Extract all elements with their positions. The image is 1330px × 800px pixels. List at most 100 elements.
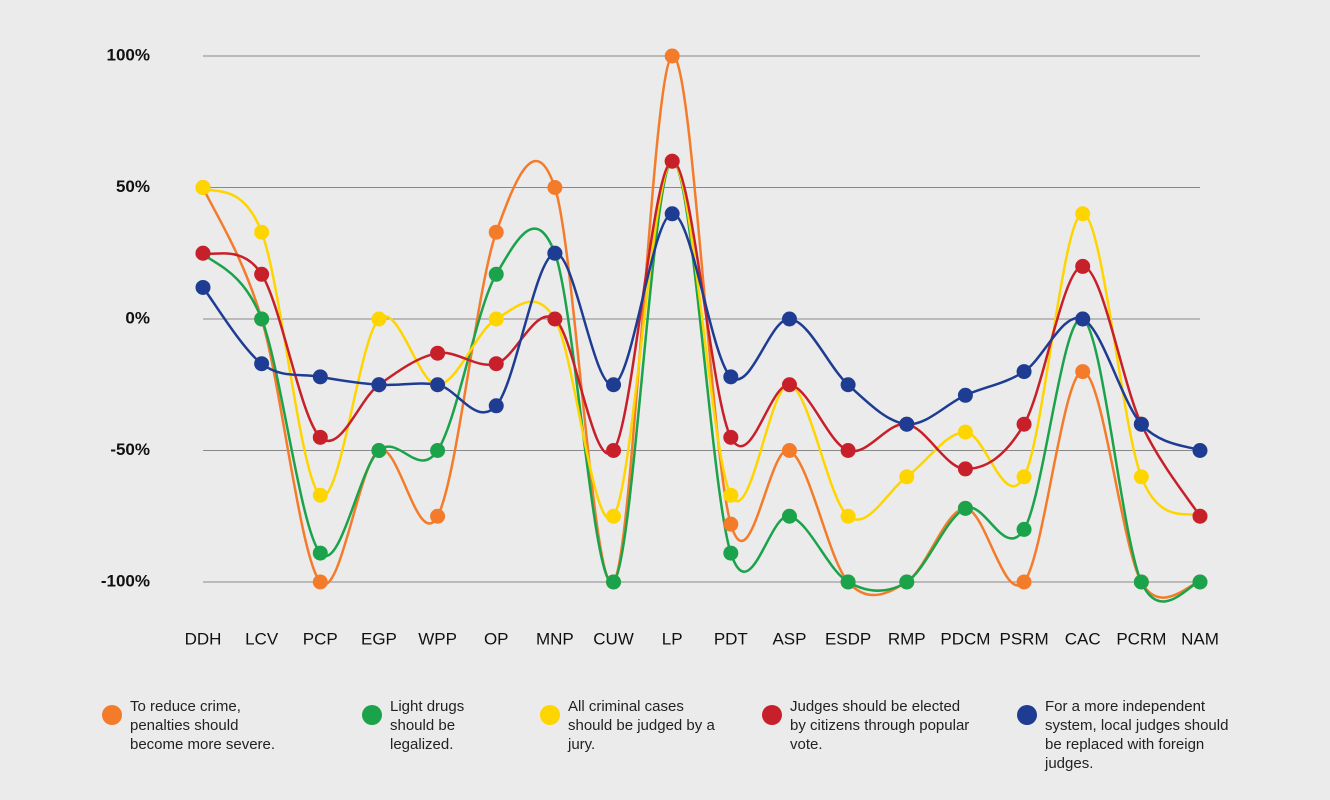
data-point xyxy=(1075,311,1091,327)
legend-item: Light drugs should be legalized. xyxy=(362,697,500,754)
data-point xyxy=(781,311,797,327)
legend-label: To reduce crime, penalties should become… xyxy=(130,698,276,753)
data-point xyxy=(371,443,387,458)
data-point xyxy=(195,279,211,295)
x-tick-label: LCV xyxy=(245,629,279,648)
x-tick-label: OP xyxy=(484,629,509,648)
data-point xyxy=(606,508,622,524)
data-point xyxy=(781,377,797,393)
data-point xyxy=(371,377,387,393)
legend-swatch xyxy=(362,705,382,725)
data-point xyxy=(723,545,739,561)
data-point xyxy=(781,508,797,524)
x-tick-label: PCP xyxy=(303,629,338,648)
data-point xyxy=(488,224,504,240)
data-point xyxy=(606,443,622,458)
data-point xyxy=(1016,364,1032,380)
data-point xyxy=(312,487,328,503)
x-tick-label: EGP xyxy=(361,629,397,648)
data-point xyxy=(606,377,622,393)
data-point xyxy=(488,356,504,372)
legend-label: All criminal cases should be judged by a… xyxy=(568,698,715,753)
data-point xyxy=(1016,521,1032,537)
legend-label: Judges should be elected by citizens thr… xyxy=(790,698,970,753)
data-point xyxy=(957,387,973,403)
y-tick-label: -50% xyxy=(110,440,150,459)
data-point xyxy=(723,369,739,385)
data-point xyxy=(957,500,973,516)
data-point xyxy=(312,545,328,561)
data-point xyxy=(430,345,446,361)
data-point xyxy=(899,574,915,590)
data-point xyxy=(254,266,270,282)
data-point xyxy=(254,356,270,372)
x-tick-label: WPP xyxy=(418,629,457,648)
data-point xyxy=(840,574,856,590)
data-point xyxy=(430,443,446,458)
data-point xyxy=(1016,574,1032,590)
x-tick-label: CAC xyxy=(1065,629,1101,648)
data-point xyxy=(312,429,328,445)
data-point xyxy=(1133,574,1149,590)
data-point xyxy=(547,245,563,261)
data-point xyxy=(664,48,680,64)
x-tick-label: ESDP xyxy=(825,629,871,648)
legend-item: Judges should be elected by citizens thr… xyxy=(762,697,970,754)
data-point xyxy=(840,377,856,393)
legend-swatch xyxy=(762,705,782,725)
x-tick-label: PDCM xyxy=(940,629,990,648)
data-point xyxy=(1133,469,1149,485)
data-point xyxy=(840,443,856,458)
data-point xyxy=(781,443,797,458)
data-point xyxy=(1075,364,1091,380)
data-point xyxy=(664,153,680,169)
data-point xyxy=(840,508,856,524)
x-tick-label: DDH xyxy=(185,629,222,648)
x-tick-label: CUW xyxy=(593,629,634,648)
x-tick-label: ASP xyxy=(772,629,806,648)
data-point xyxy=(488,398,504,414)
x-tick-label: NAM xyxy=(1181,629,1219,648)
data-point xyxy=(957,461,973,477)
data-point xyxy=(312,369,328,385)
x-tick-label: PSRM xyxy=(999,629,1048,648)
data-point xyxy=(547,311,563,327)
data-point xyxy=(723,429,739,445)
data-point xyxy=(723,516,739,532)
data-point xyxy=(312,574,328,590)
y-tick-label: 0% xyxy=(125,308,150,327)
data-point xyxy=(1133,416,1149,432)
legend-swatch xyxy=(1017,705,1037,725)
data-point xyxy=(1192,574,1208,590)
x-tick-label: LP xyxy=(662,629,683,648)
data-point xyxy=(488,266,504,282)
x-tick-label: PDT xyxy=(714,629,748,648)
data-point xyxy=(606,574,622,590)
y-tick-label: 100% xyxy=(107,45,150,64)
legend-item: To reduce crime, penalties should become… xyxy=(102,697,280,754)
data-point xyxy=(1075,258,1091,274)
data-point xyxy=(430,377,446,393)
data-point xyxy=(1192,508,1208,524)
y-tick-label: -100% xyxy=(101,571,150,590)
data-point xyxy=(371,311,387,327)
y-tick-label: 50% xyxy=(116,177,150,196)
legend-swatch xyxy=(540,705,560,725)
data-point xyxy=(899,416,915,432)
data-point xyxy=(430,508,446,524)
data-point xyxy=(664,206,680,222)
legend-item: For a more independent system, local jud… xyxy=(1017,697,1245,773)
data-point xyxy=(254,224,270,240)
legend-label: For a more independent system, local jud… xyxy=(1045,698,1229,772)
x-tick-label: MNP xyxy=(536,629,574,648)
data-point xyxy=(957,424,973,440)
data-point xyxy=(195,245,211,261)
data-point xyxy=(1016,416,1032,432)
series-line xyxy=(202,159,1201,521)
data-point xyxy=(899,469,915,485)
data-point xyxy=(723,487,739,503)
data-point xyxy=(1192,443,1208,458)
legend-label: Light drugs should be legalized. xyxy=(390,698,465,753)
